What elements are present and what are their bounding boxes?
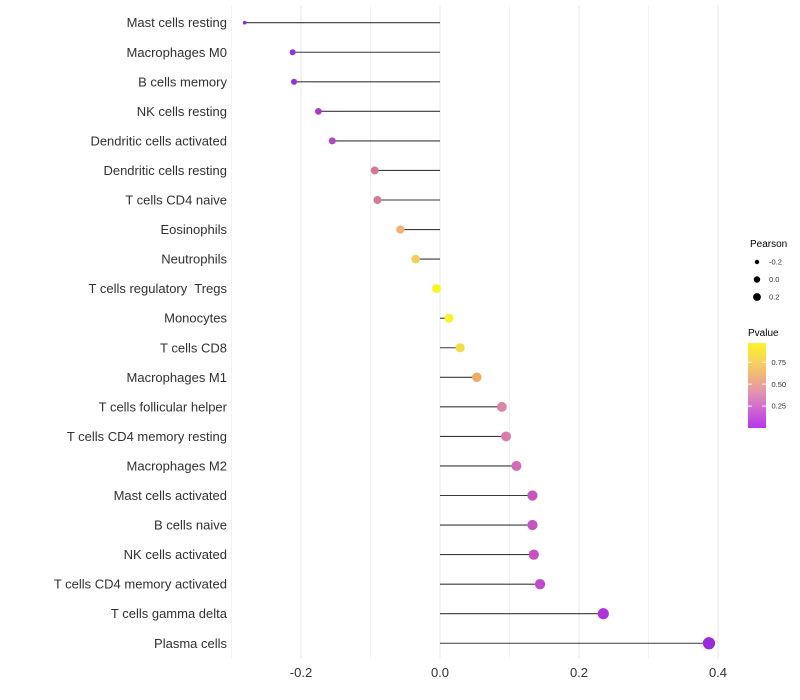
y-axis-label: T cells CD4 naive <box>125 193 227 208</box>
y-axis-label: T cells CD4 memory resting <box>67 429 227 444</box>
lollipop-dot <box>528 549 539 560</box>
size-legend-entries: -0.2 0.0 0.2 <box>753 258 782 302</box>
color-legend-title: Pvalue <box>748 328 779 339</box>
y-axis-label: Mast cells resting <box>127 15 227 30</box>
y-axis-label: NK cells resting <box>137 104 227 119</box>
x-axis-tick-label: 0.2 <box>570 665 588 680</box>
lollipop-dot <box>597 608 609 620</box>
lollipop-dot <box>534 578 546 590</box>
size-legend-label: 0.0 <box>769 275 779 284</box>
size-legend-title: Pearson <box>750 239 787 250</box>
lollipop-dot <box>511 460 522 471</box>
y-axis-label: B cells memory <box>138 74 227 89</box>
y-axis-label: T cells gamma delta <box>111 606 228 621</box>
size-legend-dot <box>753 276 761 283</box>
lollipop-dot <box>501 431 511 442</box>
legend: Pearson -0.2 0.0 0.2 Pvalue 0.75 0.50 0.25 <box>748 239 787 428</box>
lollipop-rows: Mast cells resting Macrophages M0 B cells … <box>54 15 716 651</box>
size-legend-dot <box>753 293 761 301</box>
lollipop-dot <box>527 490 538 501</box>
y-axis-label: Mast cells activated <box>114 488 227 503</box>
lollipop-dot <box>455 343 465 353</box>
y-axis-label: Macrophages M0 <box>127 45 227 60</box>
y-axis-label: Dendritic cells activated <box>90 133 227 148</box>
gridlines <box>231 6 719 658</box>
colorbar-tick-label: 0.75 <box>772 358 787 367</box>
lollipop-dot <box>328 137 336 145</box>
size-legend-dot <box>754 259 760 265</box>
y-axis-label: Dendritic cells resting <box>103 163 227 178</box>
pvalue-colorbar <box>748 343 766 428</box>
y-axis-label: Eosinophils <box>161 222 228 237</box>
y-axis-label: T cells regulatory Tregs <box>89 281 228 296</box>
y-axis-label: T cells CD8 <box>160 340 227 355</box>
colorbar-tick-label: 0.25 <box>772 402 787 411</box>
x-axis-tick-label: 0.0 <box>431 665 449 680</box>
y-axis-label: NK cells activated <box>124 547 227 562</box>
y-axis-label: Macrophages M1 <box>127 370 227 385</box>
colorbar-ticks: 0.75 0.50 0.25 <box>748 358 786 411</box>
lollipop-dot <box>291 78 298 85</box>
lollipop-dot <box>432 284 441 294</box>
y-axis-label: Macrophages M2 <box>127 458 227 473</box>
lollipop-dot <box>444 313 454 323</box>
lollipop-dot <box>396 225 405 234</box>
y-axis-label: Neutrophils <box>161 252 227 267</box>
size-legend-label: -0.2 <box>769 258 782 267</box>
colorbar-tick-label: 0.50 <box>772 380 787 389</box>
y-axis-label: T cells follicular helper <box>99 399 228 414</box>
lollipop-dot <box>315 107 322 115</box>
size-legend-label: 0.2 <box>769 293 779 302</box>
lollipop-dot <box>373 196 382 204</box>
y-axis-label: Monocytes <box>164 311 227 326</box>
lollipop-dot <box>496 401 507 412</box>
lollipop-dot <box>411 254 420 264</box>
lollipop-dot <box>370 166 379 175</box>
lollipop-dot <box>289 49 296 56</box>
x-axis-tick-label: -0.2 <box>290 665 312 680</box>
lollipop-dot <box>527 519 538 531</box>
y-axis-label: Plasma cells <box>154 636 227 651</box>
x-axis: -0.2 0.0 0.2 0.4 <box>290 665 727 680</box>
y-axis-label: T cells CD4 memory activated <box>54 577 227 592</box>
x-axis-tick-label: 0.4 <box>709 665 727 680</box>
y-axis-label: B cells naive <box>154 518 227 533</box>
lollipop-dot <box>472 372 482 383</box>
lollipop-dot <box>702 637 716 650</box>
lollipop-dot <box>242 20 247 25</box>
